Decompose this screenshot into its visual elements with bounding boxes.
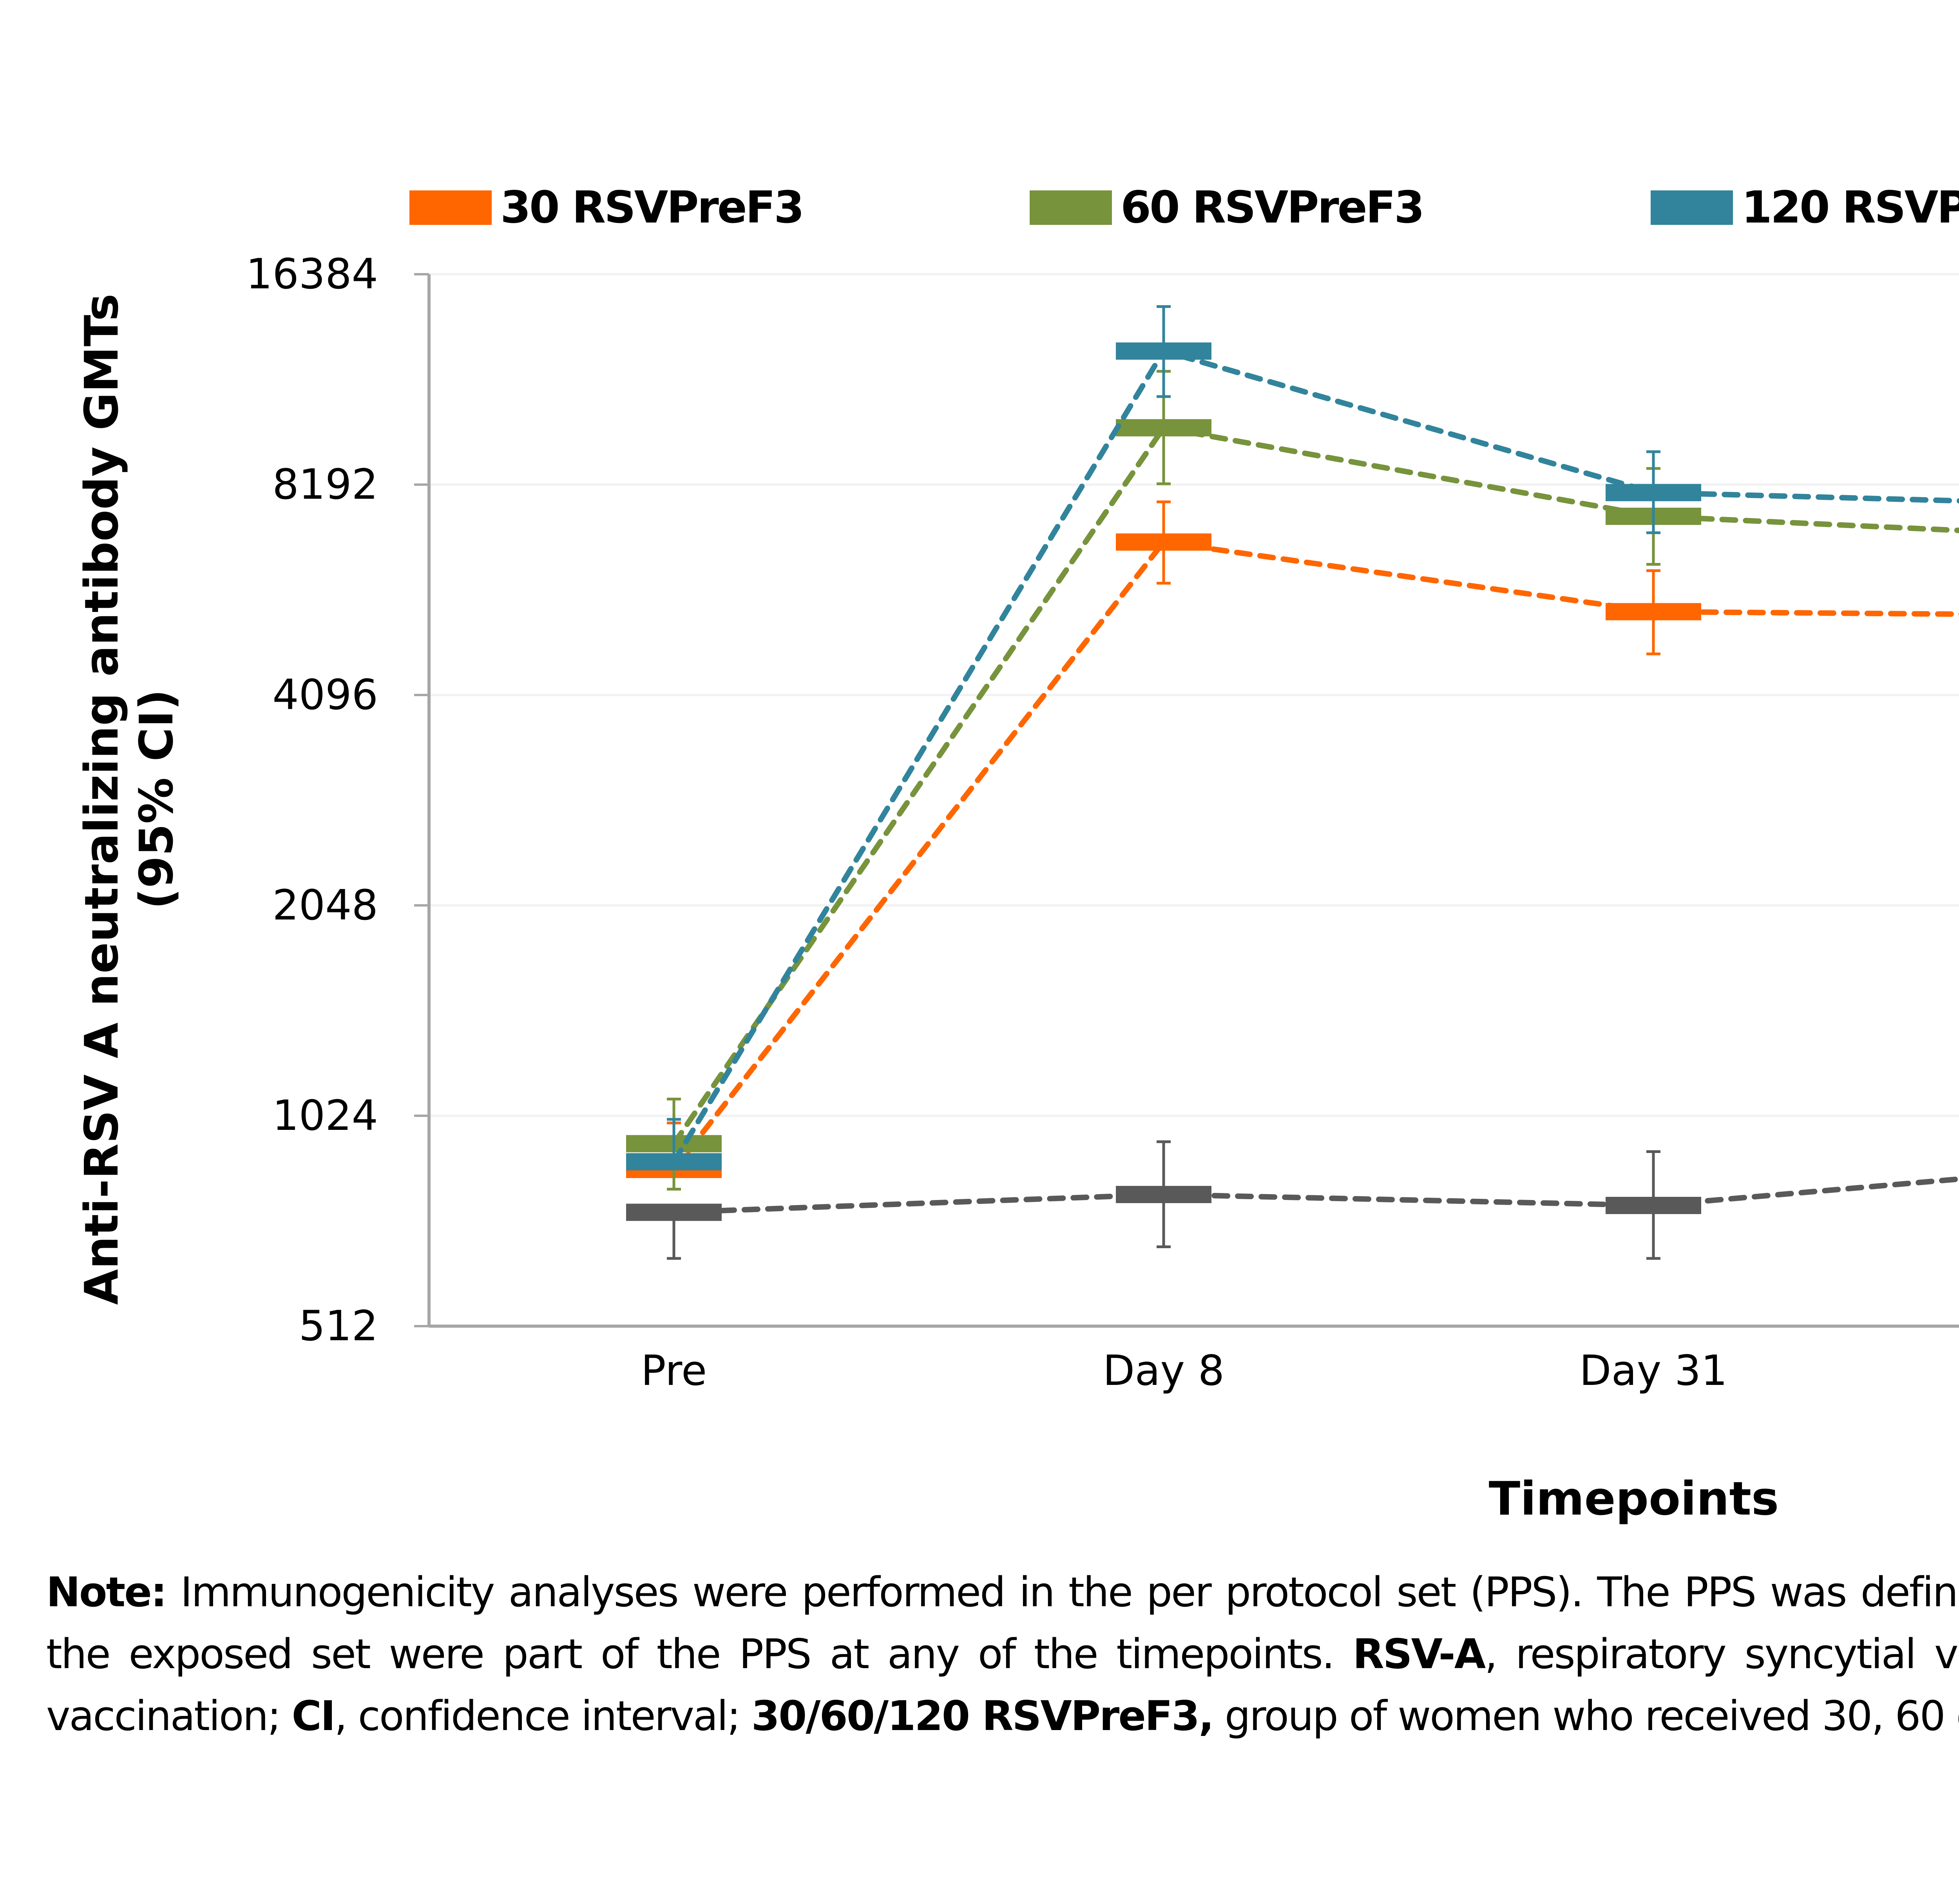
y-tick-label: 512 <box>299 1302 378 1350</box>
legend-label: 120 RSVPreF3 <box>1742 182 1959 233</box>
data-point-marker <box>1606 603 1701 621</box>
footnote-term: RSV-A <box>1352 1630 1486 1678</box>
legend-label: 30 RSVPreF3 <box>500 182 804 233</box>
footnote-term: Note: <box>46 1568 167 1616</box>
x-tick-label: Day 31 <box>1579 1347 1727 1395</box>
series-line <box>671 539 1959 1173</box>
legend-item-60-rsvpref3: 60 RSVPreF3 <box>1030 182 1425 233</box>
y-tick-label: 2048 <box>272 881 378 929</box>
series-120-rsvpref3 <box>626 305 1959 1171</box>
series-placebo <box>626 1140 1959 1260</box>
legend-swatch-120 <box>1651 190 1733 225</box>
y-axis-title: Anti-RSV A neutralizing antibody GMTs (9… <box>74 293 183 1305</box>
footnote-text: Immunogenicity analyses were performed i… <box>46 1568 1959 1678</box>
series-30-rsvpref3 <box>626 500 1959 1178</box>
data-point-marker <box>1606 1196 1701 1214</box>
series-line <box>671 425 1959 1147</box>
y-axis-title-line-2: (95% CI) <box>129 689 183 909</box>
y-tick-label: 16384 <box>246 250 378 298</box>
series-line <box>671 347 1959 1165</box>
y-axis-title-line-1: Anti-RSV A neutralizing antibody GMTs <box>74 293 129 1305</box>
series-line <box>671 1176 1959 1215</box>
x-tick-label: Pre <box>641 1347 707 1395</box>
footnote-text: , confidence interval; <box>334 1692 751 1740</box>
legend-swatch-60 <box>1030 190 1112 225</box>
chart-legend: 30 RSVPreF3 60 RSVPreF3 120 RSVPreF3 Pla… <box>0 182 1959 233</box>
footnote-term: 30/60/120 RSVPreF3, <box>751 1692 1214 1740</box>
y-tick-label: 8192 <box>272 460 378 509</box>
y-tick-label: 4096 <box>272 671 378 719</box>
legend-swatch-30 <box>409 190 492 225</box>
legend-item-120-rsvpref3: 120 RSVPreF3 <box>1651 182 1959 233</box>
data-point-marker <box>1606 484 1701 501</box>
data-point-marker <box>1116 533 1211 551</box>
legend-label: 60 RSVPreF3 <box>1121 182 1425 233</box>
data-point-marker <box>1116 1185 1211 1203</box>
data-point-marker <box>1116 419 1211 436</box>
legend-item-30-rsvpref3: 30 RSVPreF3 <box>409 182 804 233</box>
x-axis-title: Timepoints <box>1489 1471 1779 1526</box>
series <box>626 305 1959 1260</box>
footnote-text: group of women who received 30, 60 or 12… <box>1224 1692 1959 1740</box>
gridlines <box>429 273 1959 1117</box>
x-tick-label: Day 8 <box>1103 1347 1224 1395</box>
data-point-marker <box>626 1204 722 1221</box>
y-tick-label: 1024 <box>272 1091 378 1140</box>
data-point-marker <box>626 1153 722 1171</box>
footnote: Note: Immunogenicity analyses were perfo… <box>46 1561 1959 1747</box>
footnote-text: , respiratory syncytial virus A; <box>1485 1630 1959 1678</box>
data-point-marker <box>1116 342 1211 360</box>
footnote-term: CI <box>291 1692 336 1740</box>
footnote-text: , pre-vaccination; <box>46 1692 281 1740</box>
